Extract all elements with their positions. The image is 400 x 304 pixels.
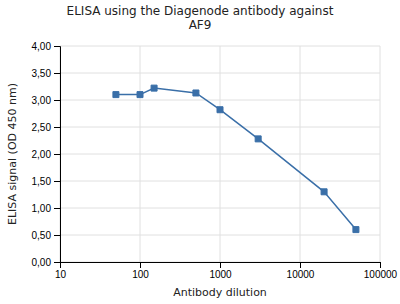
tick-label: 2,00 — [32, 149, 52, 160]
tick-mark — [54, 235, 60, 236]
tick-label: 4,00 — [32, 41, 52, 52]
tick: 0,50 — [32, 230, 60, 241]
grid-line — [60, 46, 380, 47]
tick: 100 — [132, 262, 149, 280]
tick-label: 10000 — [287, 269, 315, 280]
grid-line — [60, 73, 380, 74]
tick-mark — [54, 73, 60, 74]
marker — [353, 227, 359, 233]
tick-mark — [140, 262, 141, 268]
marker — [137, 92, 143, 98]
tick: 1,50 — [32, 176, 60, 187]
chart: ELISA using the Diagenode antibody again… — [0, 0, 400, 304]
grid-line — [60, 235, 380, 236]
grid-line — [60, 154, 380, 155]
tick: 0,00 — [32, 257, 60, 268]
title: ELISA using the Diagenode antibody again… — [67, 4, 334, 32]
tick-mark — [220, 262, 221, 268]
tick-label: 10 — [55, 269, 67, 280]
tick-label: 1,50 — [32, 176, 52, 187]
tick-mark — [54, 127, 60, 128]
tick: 1000 — [209, 262, 232, 280]
tick: 10 — [55, 262, 67, 280]
marker — [217, 107, 223, 113]
tick-label: 100000 — [364, 269, 398, 280]
axis-line — [61, 263, 381, 269]
tick: 3,50 — [32, 68, 60, 79]
grid — [60, 46, 380, 262]
tick-mark — [54, 46, 60, 47]
tick-label: 3,50 — [32, 68, 52, 79]
tick: 2,00 — [32, 149, 60, 160]
tick-mark — [380, 262, 381, 268]
grid-line — [60, 127, 380, 128]
axis-line — [54, 47, 61, 263]
tick-label: 1000 — [209, 269, 232, 280]
tick-mark — [54, 154, 60, 155]
y-axis: 0,00 0,50 1,00 1,50 2,00 2,50 3,00 3,50 4,00 — [32, 41, 61, 268]
tick-mark — [54, 262, 60, 263]
tick: 4,00 — [32, 41, 60, 52]
grid-line — [60, 181, 380, 182]
tick-label: 1,00 — [32, 203, 52, 214]
tick-label: 3,00 — [32, 95, 52, 106]
line — [116, 88, 356, 229]
tick: 10000 — [287, 262, 315, 280]
tick-mark — [300, 262, 301, 268]
marker — [193, 90, 199, 96]
tick-mark — [54, 208, 60, 209]
tick: 2,50 — [32, 122, 60, 133]
marker — [255, 136, 261, 142]
tick-label: 100 — [132, 269, 149, 280]
marker — [113, 92, 119, 98]
y-axis-title: ELISA signal (OD 450 nm) — [6, 83, 19, 225]
tick: 3,00 — [32, 95, 60, 106]
tick-label: 0,00 — [32, 257, 52, 268]
x-axis: 10 100 1000 10000 100000 — [55, 262, 398, 280]
title-line: ELISA using the Diagenode antibody again… — [67, 4, 334, 18]
tick-mark — [54, 100, 60, 101]
marker — [151, 85, 157, 91]
tick-mark — [54, 181, 60, 182]
plot: 10 100 1000 10000 100000 0,00 0,50 1,00 1,50 2,00… — [32, 41, 398, 280]
tick-label: 0,50 — [32, 230, 52, 241]
tick: 1,00 — [32, 203, 60, 214]
grid-line — [60, 100, 380, 101]
marker — [321, 189, 327, 195]
tick-label: 2,50 — [32, 122, 52, 133]
grid-line — [60, 208, 380, 209]
tick: 100000 — [364, 262, 398, 280]
title-line: AF9 — [189, 18, 212, 32]
marks — [113, 85, 359, 232]
x-axis-title: Antibody dilution — [173, 286, 267, 299]
